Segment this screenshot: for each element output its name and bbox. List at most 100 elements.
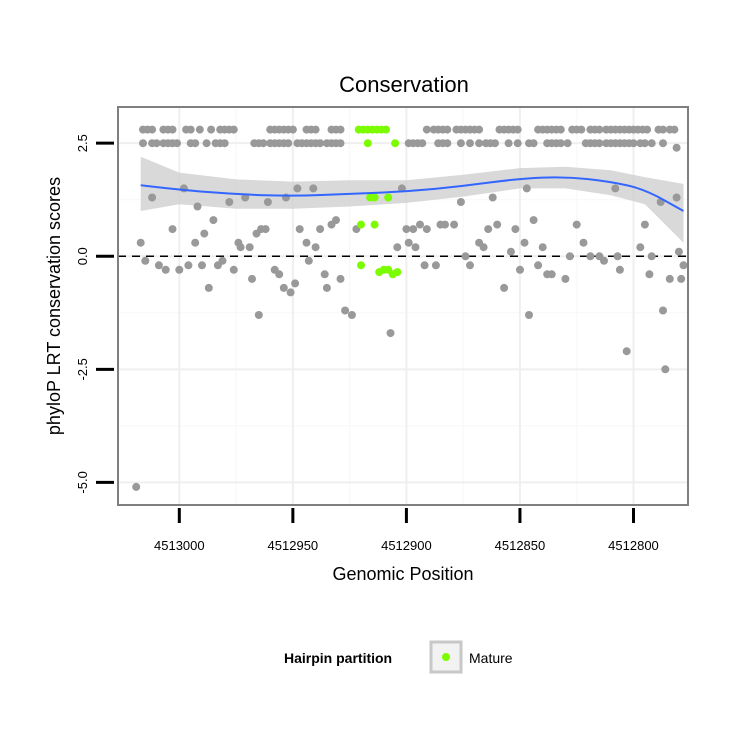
mature-point <box>382 125 390 134</box>
data-point <box>304 256 313 265</box>
data-point <box>422 225 431 234</box>
legend: Hairpin partition Mature <box>284 640 513 674</box>
data-point <box>347 311 356 319</box>
data-point <box>218 256 227 265</box>
data-point <box>193 202 202 211</box>
data-point <box>513 139 522 148</box>
mature-point <box>393 268 402 277</box>
data-point <box>311 125 320 134</box>
data-point <box>152 139 161 148</box>
data-point <box>245 243 254 252</box>
mature-point <box>375 268 384 277</box>
data-point <box>200 229 209 238</box>
data-point <box>209 216 218 225</box>
x-tick-label: 4512950 <box>268 538 319 553</box>
mature-point <box>391 139 400 148</box>
data-point <box>586 252 595 261</box>
data-point <box>225 198 234 206</box>
data-point <box>288 125 297 134</box>
data-point <box>386 329 395 338</box>
mature-point <box>357 261 365 270</box>
data-point <box>275 270 284 279</box>
data-point <box>504 139 513 148</box>
data-point <box>136 238 145 247</box>
data-point <box>191 238 200 247</box>
data-point <box>522 184 531 193</box>
data-point <box>263 198 272 206</box>
y-tick-label: 2.5 <box>75 134 90 152</box>
data-point <box>132 482 141 491</box>
data-point <box>291 279 300 288</box>
y-tick-label: 0.0 <box>75 247 90 265</box>
data-point <box>534 261 543 270</box>
data-point <box>456 198 465 206</box>
data-point <box>332 216 340 225</box>
data-point <box>409 225 418 234</box>
y-axis: 2.5 0.0 -2.5 -5.0 <box>75 134 114 494</box>
data-point <box>466 261 474 270</box>
data-point <box>629 139 638 148</box>
data-point <box>466 139 474 148</box>
data-point <box>475 125 484 134</box>
x-axis: 4513000 4512950 4512900 4512850 4512800 <box>154 508 659 553</box>
data-point <box>195 125 204 134</box>
data-point <box>672 143 681 152</box>
data-point <box>220 139 229 148</box>
data-point <box>622 347 631 356</box>
data-point <box>640 220 649 229</box>
data-point <box>672 193 681 202</box>
data-point <box>556 125 565 134</box>
data-point <box>322 283 331 292</box>
data-point <box>529 139 538 148</box>
y-tick-label: -5.0 <box>75 471 90 493</box>
mature-point <box>363 139 372 148</box>
data-point <box>674 247 683 256</box>
data-point <box>572 220 581 229</box>
data-point <box>179 184 188 193</box>
data-point <box>336 274 345 283</box>
data-point <box>640 139 649 148</box>
data-point <box>513 125 522 134</box>
data-point <box>254 311 263 319</box>
data-point <box>613 252 622 261</box>
data-point <box>577 125 586 134</box>
data-point <box>511 225 520 234</box>
data-point <box>184 261 193 270</box>
data-point <box>154 261 163 270</box>
data-point <box>202 139 211 148</box>
data-point <box>259 139 268 148</box>
data-point <box>479 243 488 252</box>
data-point <box>443 139 452 148</box>
data-point <box>341 306 350 315</box>
data-point <box>677 274 686 283</box>
mature-point <box>357 220 365 229</box>
data-point <box>547 270 556 279</box>
x-tick-label: 4513000 <box>154 538 205 553</box>
data-point <box>207 125 216 134</box>
data-point <box>261 225 270 234</box>
panel-border <box>117 106 689 506</box>
data-point <box>279 283 288 292</box>
data-point <box>563 139 572 148</box>
data-point <box>393 243 402 252</box>
data-point <box>293 184 302 193</box>
data-point <box>168 225 177 234</box>
legend-title: Hairpin partition <box>284 650 392 666</box>
data-point <box>461 252 470 261</box>
data-point <box>636 243 645 252</box>
y-axis-title: phyloP LRT conservation scores <box>44 177 64 435</box>
legend-key-box <box>429 640 463 674</box>
data-point <box>670 125 679 134</box>
data-point <box>168 125 177 134</box>
data-point <box>139 139 147 148</box>
data-point <box>611 184 620 193</box>
data-point <box>443 125 452 134</box>
legend-label-mature: Mature <box>469 650 513 666</box>
data-point <box>173 139 181 148</box>
data-point <box>520 238 529 247</box>
data-point <box>236 243 245 252</box>
mature-point <box>370 220 379 229</box>
data-point <box>422 125 431 134</box>
data-point <box>411 243 420 252</box>
